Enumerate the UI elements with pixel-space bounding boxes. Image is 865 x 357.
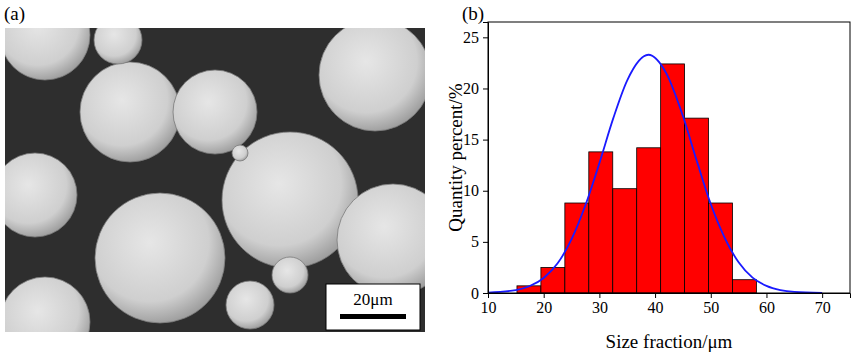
- powder-particle: [232, 145, 248, 161]
- x-tick-label: 70: [815, 299, 831, 316]
- y-tick-mark: [483, 191, 488, 192]
- powder-particle: [5, 277, 90, 332]
- y-tick-mark: [483, 242, 488, 243]
- panel-label: (a): [4, 3, 25, 25]
- y-tick: 5: [471, 233, 488, 250]
- y-tick: 15: [463, 131, 488, 148]
- powder-particle: [173, 70, 257, 154]
- powder-particle: [95, 193, 225, 323]
- x-tick: 20: [536, 293, 552, 316]
- histogram-bar: [685, 118, 709, 293]
- powder-particle: [5, 28, 90, 80]
- fit-curve: [488, 55, 822, 293]
- y-tick-mark: [483, 140, 488, 141]
- y-axis-title: Quantity percent/%: [445, 83, 466, 231]
- y-tick-label: 0: [471, 285, 479, 302]
- x-axis-title: Size fraction/μm: [606, 331, 733, 352]
- y-tick-mark: [483, 37, 488, 38]
- plot-frame: [488, 22, 850, 293]
- scale-bar-box: [326, 284, 420, 330]
- x-tick: 40: [648, 293, 664, 316]
- x-tick: 10: [481, 293, 497, 316]
- x-tick-mark: [766, 293, 767, 298]
- x-tick-mark: [822, 293, 823, 298]
- powder-particle: [94, 28, 142, 64]
- y-tick: 0: [471, 285, 488, 302]
- scale-bar: 20μm: [326, 284, 420, 330]
- powder-particle: [5, 153, 77, 237]
- y-tick: 20: [463, 80, 488, 97]
- x-tick: 70: [815, 293, 831, 316]
- histogram-bar: [613, 189, 637, 293]
- y-axis: 0 5 10 15 20 25: [463, 23, 489, 302]
- x-tick: 60: [759, 293, 775, 316]
- x-tick-mark: [655, 293, 656, 298]
- x-tick-label: 10: [481, 299, 497, 316]
- x-tick-label: 40: [648, 299, 664, 316]
- y-tick-mark: [483, 293, 488, 294]
- scale-bar-line: [340, 314, 406, 319]
- x-axis-line: [489, 294, 851, 299]
- histogram-bar: [565, 203, 589, 293]
- x-tick-label: 20: [536, 299, 552, 316]
- sem-image: 20μm: [5, 28, 425, 332]
- y-tick: 10: [463, 182, 488, 199]
- x-tick-label: 30: [592, 299, 608, 316]
- histogram-bar: [589, 152, 613, 293]
- x-axis: 10 20 30 40 50 60 70: [481, 293, 851, 316]
- y-tick-label: 25: [463, 29, 479, 46]
- x-tick-label: 50: [703, 299, 719, 316]
- panel-label: (b): [462, 3, 484, 25]
- histogram-bar: [732, 280, 756, 293]
- scale-bar-label: 20μm: [353, 290, 392, 309]
- x-tick-mark: [599, 293, 600, 298]
- y-tick: 25: [463, 29, 488, 46]
- x-tick: 50: [703, 293, 719, 316]
- powder-particle: [80, 62, 180, 162]
- plot-area: [488, 55, 822, 293]
- x-tick: 30: [592, 293, 608, 316]
- figure: (a) 20μm (b) 10 20 30 40 50 60 70 0 5 10 15 20 25 Size f…: [0, 0, 865, 357]
- x-tick-mark: [711, 293, 712, 298]
- x-tick-label: 60: [759, 299, 775, 316]
- y-axis-line: [483, 23, 489, 294]
- histogram-bar: [661, 64, 685, 293]
- powder-particle: [337, 184, 425, 296]
- powder-particle: [272, 257, 308, 293]
- powder-particle: [319, 28, 425, 131]
- histogram-bar: [541, 267, 565, 293]
- y-tick-mark: [483, 88, 488, 89]
- powder-particle: [226, 281, 274, 329]
- histogram-bar: [637, 148, 661, 293]
- y-tick-label: 5: [471, 233, 479, 250]
- x-tick-mark: [544, 293, 545, 298]
